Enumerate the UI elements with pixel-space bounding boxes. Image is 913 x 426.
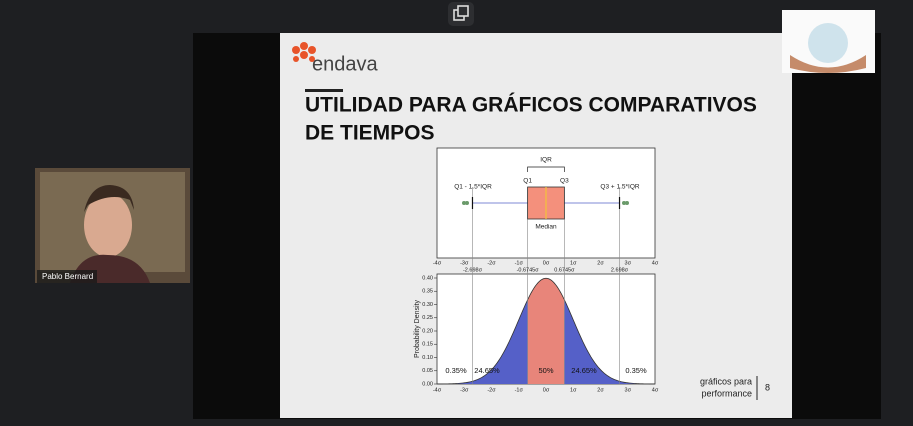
sigma-tick: 2σ (597, 387, 604, 393)
density-curve (436, 277, 656, 385)
brand-logo (292, 42, 316, 62)
sigma-mark: 0.6745σ (554, 267, 575, 273)
sigma-tick: 0σ (543, 260, 550, 266)
box-label: Q3 (560, 178, 569, 185)
area-label: 0.35% (625, 366, 647, 375)
y-tick-label: 0.40 (422, 275, 433, 281)
sigma-tick: -2σ (487, 387, 496, 393)
y-tick-label: 0.30 (422, 302, 433, 308)
sigma-mark: -0.6745σ (517, 267, 540, 273)
person-hair (84, 185, 134, 212)
area-label: 50% (538, 366, 553, 375)
sigma-tick: 1σ (570, 387, 577, 393)
footer-text: gráficos para (700, 376, 752, 386)
y-tick-label: 0.00 (422, 381, 433, 387)
y-tick-label: 0.20 (422, 328, 433, 334)
iqr-bracket (527, 166, 565, 172)
area-label: 24.65% (474, 366, 500, 375)
name-tag (37, 270, 97, 283)
y-axis-label: Probability Density (414, 300, 421, 358)
slide-title: UTILIDAD PARA GRÁFICOS COMPARATIVOS (305, 94, 757, 117)
sigma-tick: 3σ (625, 260, 632, 266)
sigma-tick: -1σ (515, 387, 524, 393)
sigma-tick: -4σ (433, 260, 442, 266)
sigma-tick: -1σ (515, 260, 524, 266)
density-area (527, 278, 565, 384)
sigma-mark: -2.698σ (463, 267, 483, 273)
box-label: Q1 - 1.5*IQR (454, 184, 492, 191)
person-face (84, 193, 132, 257)
density-area (437, 299, 528, 384)
area-label: 24.65% (571, 366, 597, 375)
y-tick-label: 0.25 (422, 315, 433, 321)
sigma-tick: 3σ (625, 387, 632, 393)
brand-name: endava (312, 53, 378, 75)
page-number: 8 (765, 382, 770, 392)
popout-icon (457, 5, 469, 17)
box-label: Median (535, 224, 557, 231)
box-label: IQR (540, 157, 552, 164)
outlier (622, 201, 626, 205)
sigma-tick: -2σ (487, 260, 496, 266)
sigma-tick: -4σ (433, 387, 442, 393)
y-tick-label: 0.10 (422, 355, 433, 361)
box-label: Q1 (523, 178, 532, 185)
sigma-tick: 4σ (652, 260, 659, 266)
sigma-tick: 4σ (652, 387, 659, 393)
outlier (462, 201, 466, 205)
y-tick-label: 0.15 (422, 342, 433, 348)
sigma-tick: -3σ (460, 260, 469, 266)
outlier (465, 201, 469, 205)
sigma-tick: 0σ (543, 387, 550, 393)
y-tick-label: 0.35 (422, 289, 433, 295)
sigma-tick: -3σ (460, 387, 469, 393)
logo-graphic (808, 23, 848, 63)
box-label: Q3 + 1.5*IQR (600, 184, 640, 191)
sigma-mark: 2.698σ (611, 267, 629, 273)
footer-text: performance (701, 388, 752, 398)
y-tick-label: 0.05 (422, 368, 433, 374)
title-rule (305, 89, 343, 92)
sigma-tick: 1σ (570, 260, 577, 266)
area-label: 0.35% (445, 366, 467, 375)
participant-name: Pablo Bernard (42, 272, 93, 281)
sigma-tick: 2σ (597, 260, 604, 266)
slide-title: DE TIEMPOS (305, 122, 435, 145)
hands-graphic (790, 55, 866, 73)
density-area (564, 299, 655, 384)
outlier (625, 201, 629, 205)
